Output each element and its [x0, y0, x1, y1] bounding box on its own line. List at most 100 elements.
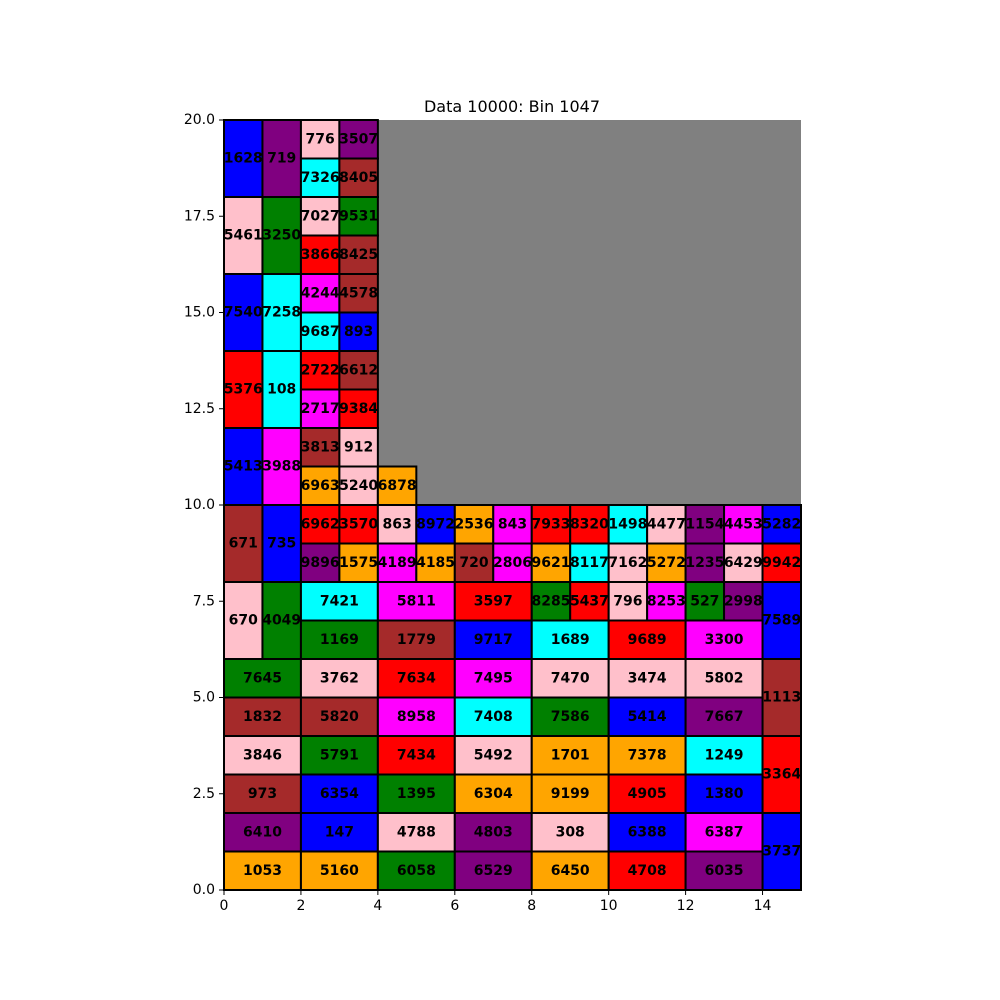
rect-label: 1575 — [339, 555, 378, 571]
rect-label: 7434 — [397, 747, 436, 763]
packed-rect-6304: 6304 — [453, 773, 533, 814]
rect-label: 3364 — [762, 767, 801, 783]
packed-rect-1575: 1575 — [338, 542, 379, 583]
rect-label: 973 — [248, 786, 277, 802]
x-tick-label: 6 — [450, 898, 459, 914]
packed-rect-3762: 3762 — [299, 658, 379, 699]
packed-rect-5376: 5376 — [223, 350, 264, 429]
packed-rect-843: 843 — [492, 504, 533, 545]
packed-rect-3813: 3813 — [299, 427, 341, 468]
rect-label: 9896 — [301, 555, 340, 571]
rect-label: 7421 — [320, 593, 359, 609]
rect-box — [684, 850, 764, 891]
rect-label: 1249 — [705, 747, 744, 763]
rect-label: 5282 — [762, 516, 801, 532]
rect-box — [338, 273, 379, 314]
rect-label: 1154 — [685, 516, 724, 532]
packed-rect-5160: 5160 — [299, 850, 379, 891]
packed-rect-2717: 2717 — [299, 388, 341, 429]
packed-rect-6963: 6963 — [299, 465, 341, 506]
rect-label: 893 — [344, 324, 373, 340]
empty-region — [377, 120, 801, 505]
rect-label: 108 — [267, 382, 296, 398]
packed-rect-3250: 3250 — [261, 196, 302, 275]
rect-label: 6387 — [705, 824, 744, 840]
rect-box — [607, 735, 687, 776]
rect-label: 4185 — [416, 555, 455, 571]
packed-rect-6429: 6429 — [723, 542, 764, 583]
packed-rect-4477: 4477 — [646, 504, 687, 545]
packed-rect-7589: 7589 — [761, 581, 802, 660]
packed-rect-8972: 8972 — [415, 504, 456, 545]
packed-rect-5272: 5272 — [646, 542, 687, 583]
packed-rect-3737: 3737 — [761, 812, 802, 891]
packed-rect-7667: 7667 — [684, 696, 764, 737]
packed-rect-8253: 8253 — [646, 581, 687, 622]
rect-label: 3507 — [339, 131, 378, 147]
packed-rect-6410: 6410 — [223, 812, 302, 853]
rect-box — [569, 542, 610, 583]
rect-label: 5492 — [474, 747, 513, 763]
packed-rect-4185: 4185 — [415, 542, 456, 583]
packed-rect-7434: 7434 — [376, 735, 456, 776]
rect-box — [607, 696, 687, 737]
rect-box — [376, 465, 418, 506]
packed-rect-5791: 5791 — [299, 735, 379, 776]
rect-label: 8958 — [397, 709, 436, 725]
packed-rect-1689: 1689 — [530, 619, 610, 660]
rect-label: 1053 — [243, 863, 282, 879]
rect-label: 7933 — [531, 516, 570, 532]
rect-box — [338, 157, 379, 198]
packed-rect-5820: 5820 — [299, 696, 379, 737]
packed-rect-7162: 7162 — [607, 542, 649, 583]
packed-rect-8117: 8117 — [569, 542, 610, 583]
packed-rect-7933: 7933 — [530, 504, 572, 545]
packed-rect-3866: 3866 — [299, 234, 341, 275]
x-tick-label: 10 — [600, 898, 618, 914]
rect-box — [530, 619, 610, 660]
rect-label: 2717 — [301, 401, 340, 417]
rect-label: 5376 — [224, 382, 263, 398]
packed-rect-6450: 6450 — [530, 850, 610, 891]
packed-rect-1380: 1380 — [684, 773, 764, 814]
rect-label: 1779 — [397, 632, 436, 648]
rect-label: 8285 — [531, 593, 570, 609]
packed-rect-1779: 1779 — [376, 619, 456, 660]
x-tick-label: 12 — [677, 898, 695, 914]
rect-label: 863 — [382, 516, 411, 532]
packed-rect-7378: 7378 — [607, 735, 687, 776]
packed-rect-4578: 4578 — [338, 273, 379, 314]
packed-rect-1169: 1169 — [299, 619, 379, 660]
rect-box — [607, 850, 687, 891]
packed-rect-3364: 3364 — [761, 735, 802, 814]
packed-rect-2998: 2998 — [723, 581, 764, 622]
rect-label: 9717 — [474, 632, 513, 648]
rect-label: 4708 — [628, 863, 667, 879]
x-axis: 0 2 4 6 8 10 12 14 — [220, 890, 772, 914]
packed-rect-3300: 3300 — [684, 619, 764, 660]
rect-label: 1628 — [224, 151, 263, 167]
y-tick-label: 5.0 — [193, 690, 215, 706]
rect-label: 6429 — [724, 555, 763, 571]
packed-rect-5437: 5437 — [569, 581, 610, 622]
rect-label: 4477 — [647, 516, 686, 532]
rect-box — [453, 735, 533, 776]
packed-rect-3570: 3570 — [338, 504, 379, 545]
rect-box — [299, 427, 341, 468]
rect-label: 4049 — [262, 613, 301, 629]
rect-label: 1498 — [608, 516, 647, 532]
rect-box — [607, 542, 649, 583]
packed-rect-776: 776 — [299, 119, 341, 160]
rect-box — [299, 619, 379, 660]
packed-rect-7586: 7586 — [530, 696, 610, 737]
packed-rect-6612: 6612 — [338, 350, 379, 391]
rect-label: 1832 — [243, 709, 282, 725]
packed-rect-7027: 7027 — [299, 196, 341, 237]
rect-label: 8117 — [570, 555, 609, 571]
packed-rect-1832: 1832 — [223, 696, 302, 737]
packed-rect-9717: 9717 — [453, 619, 533, 660]
packed-rect-912: 912 — [338, 427, 379, 468]
rect-label: 2806 — [493, 555, 532, 571]
rect-box — [415, 542, 456, 583]
rect-box — [453, 773, 533, 814]
